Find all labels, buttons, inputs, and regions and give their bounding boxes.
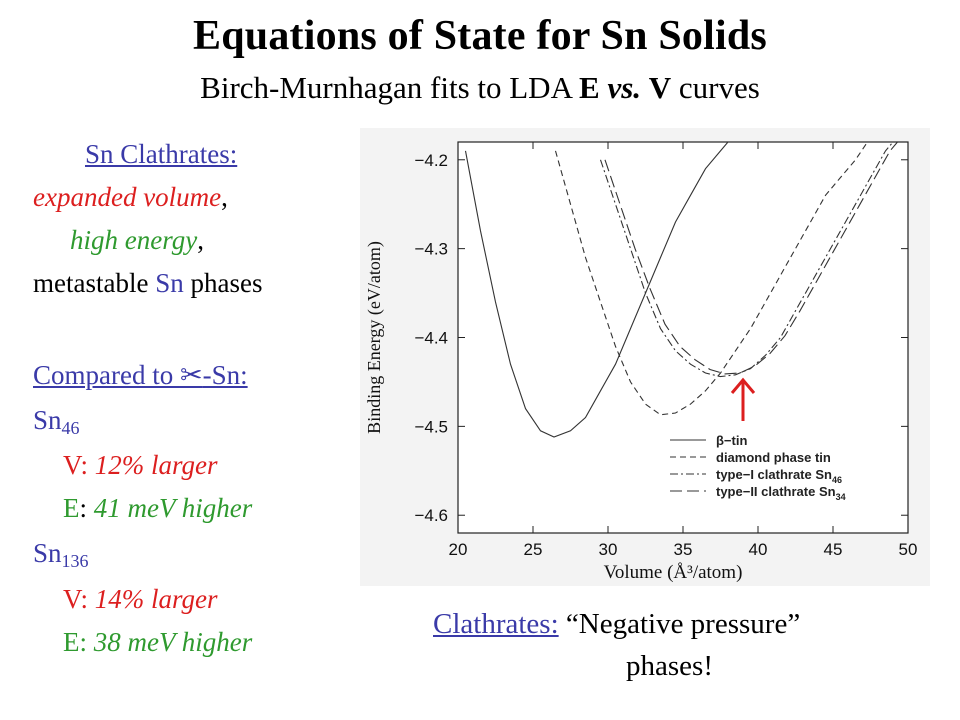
subtitle-e: E [579, 70, 600, 105]
phases-text: phases! [626, 650, 713, 682]
sn46-volume-line: V: 12% larger [63, 448, 218, 482]
high-energy-line: high energy, [70, 223, 204, 257]
metastable-line: metastable Sn phases [33, 266, 262, 300]
y-tick-label: −4.3 [414, 240, 448, 259]
legend-subscript: 34 [836, 492, 846, 502]
sn136-energy-line: E: 38 meV higher [63, 625, 252, 659]
red-up-arrow-icon [730, 377, 756, 421]
sn46-v-label: V: [63, 450, 95, 480]
series-line-2 [554, 142, 868, 416]
subtitle-v: V [648, 70, 672, 105]
y-tick-label: −4.6 [414, 506, 448, 525]
subtitle-part1: Birch-Murnhagan fits to LDA [200, 70, 579, 105]
x-axis-label: Volume (Å³/atom) [604, 562, 743, 583]
legend-subscript: 46 [832, 475, 842, 485]
legend-label-2: diamond phase tin [716, 450, 831, 465]
sn46-sub: 46 [61, 418, 80, 438]
slide-title: Equations of State for Sn Solids [193, 13, 767, 59]
x-tick-label: 25 [524, 540, 543, 559]
eos-chart: 20 25 30 35 40 45 50 −4.2 −4.3 −4.4 −4.5 −4.6 β−tin… [360, 128, 930, 586]
sn46-base: Sn [33, 405, 62, 435]
high-energy-comma: , [197, 225, 204, 255]
expanded-volume-line: expanded volume, [33, 180, 228, 214]
sn136-v-value: 14% larger [94, 584, 218, 614]
sn46-e-colon: : [79, 493, 94, 523]
scissors-icon: ✂ [179, 360, 203, 390]
sn46-e-label: E [63, 493, 80, 523]
metastable-pre: metastable [33, 268, 156, 298]
sn46-e-value: 41 meV higher [93, 493, 253, 523]
x-tick-label: 50 [899, 540, 918, 559]
high-energy-text: high energy [70, 225, 198, 255]
sn46-energy-line: E: 41 meV higher [63, 491, 252, 525]
y-tick-label: −4.5 [414, 417, 448, 436]
metastable-sn: Sn [155, 268, 184, 298]
sn136-e-value: 38 meV higher [93, 627, 253, 657]
eos-chart-svg: 20 25 30 35 40 45 50 −4.2 −4.3 −4.4 −4.5 −4.6 β−tin… [360, 128, 930, 586]
y-tick-label: −4.2 [414, 151, 448, 170]
subtitle-vs: vs. [599, 70, 649, 105]
sn136-v-label: V: [63, 584, 95, 614]
y-tick-label: −4.4 [414, 329, 448, 348]
sn46-label: Sn46 [33, 403, 80, 445]
sn136-label: Sn136 [33, 536, 89, 578]
x-tick-label: 40 [749, 540, 768, 559]
clathrates-heading: Sn Clathrates: [85, 139, 238, 169]
slide-subtitle: Birch-Murnhagan fits to LDA E vs. V curv… [0, 70, 960, 106]
compared-pre: Compared to [33, 360, 180, 390]
compared-to-heading: Compared to ✂-Sn: [33, 358, 248, 392]
metastable-post: phases [183, 268, 263, 298]
subtitle-part2: curves [671, 70, 760, 105]
legend-label-3: type−I clathrate Sn46 [716, 467, 842, 485]
compared-post: -Sn: [202, 360, 248, 390]
expanded-volume-comma: , [221, 182, 228, 212]
series-line-1 [464, 142, 729, 438]
plot-frame [457, 141, 909, 534]
legend-label-4: type−II clathrate Sn34 [716, 484, 846, 502]
bottom-note: Clathrates: “Negative pressure” phases! [433, 603, 800, 687]
y-axis-label: Binding Energy (eV/atom) [364, 241, 385, 434]
sn136-base: Sn [33, 538, 62, 568]
sn46-v-value: 12% larger [94, 450, 218, 480]
sn136-volume-line: V: 14% larger [63, 582, 218, 616]
legend-label-1: β−tin [716, 433, 747, 448]
expanded-volume-text: expanded volume [33, 182, 222, 212]
x-tick-label: 20 [449, 540, 468, 559]
x-tick-label: 35 [674, 540, 693, 559]
clathrates-label: Clathrates: [433, 608, 559, 640]
bottom-line1: Clathrates: “Negative pressure” [433, 603, 800, 645]
x-tick-label: 45 [824, 540, 843, 559]
sn136-sub: 136 [61, 551, 89, 571]
negative-pressure-text: “Negative pressure” [558, 608, 801, 640]
x-tick-label: 30 [599, 540, 618, 559]
sn136-e-label: E: [63, 627, 94, 657]
